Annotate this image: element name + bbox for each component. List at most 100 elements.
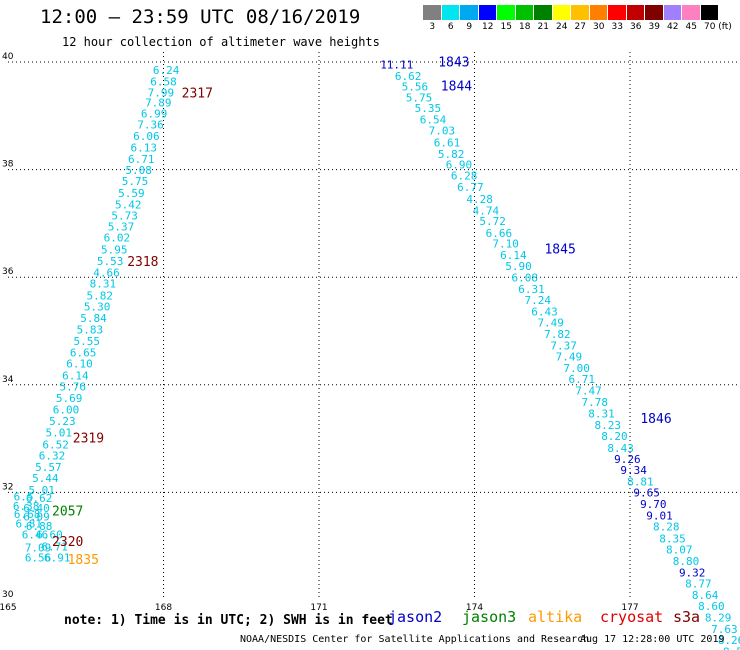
wave-height-label: 6.62 [395, 70, 422, 83]
wave-height-label: 6.06 [133, 130, 160, 143]
wave-height-label: 6.90 [446, 159, 473, 172]
wave-height-label: 6.32 [39, 450, 66, 463]
wave-height-label: 7.37 [550, 339, 577, 352]
wave-height-label: 6.56 [25, 551, 52, 564]
wave-height-label: 6.38 [13, 500, 40, 513]
wave-height-label: 5.83 [77, 324, 104, 337]
lat-tick-label: 30 [2, 590, 14, 600]
wave-height-label: 6.99 [141, 107, 168, 120]
credit-line: NOAA/NESDIS Center for Satellite Applica… [240, 634, 590, 645]
wave-height-label: 6.10 [66, 358, 93, 371]
pass-time-label: 1846 [640, 412, 671, 427]
wave-height-label: 5.73 [111, 210, 138, 223]
pass-time-label: 2317 [182, 87, 213, 102]
wave-height-label: 6.91 [44, 551, 71, 564]
wave-height-label: 8.81 [627, 475, 654, 488]
legend-swatch-21 [534, 5, 553, 20]
wave-height-label: 4.74 [473, 204, 500, 217]
wave-height-label: 7.63 [711, 623, 738, 636]
wave-height-label: 5.37 [108, 220, 135, 233]
wave-height-label: 6.71 [41, 541, 68, 554]
pass-time-label: 1835 [68, 553, 99, 568]
wave-height-label: 9.32 [679, 566, 706, 579]
wave-height-label: 8.43 [607, 442, 634, 455]
wave-height-label: 5.72 [479, 215, 506, 228]
legend-swatch-39 [645, 5, 664, 20]
page-title: 12:00 – 23:59 UTC 08/16/2019 [40, 6, 361, 28]
wave-height-label: 4.66 [93, 267, 120, 280]
wave-height-label: 5.23 [49, 415, 76, 428]
legend-swatch-33 [608, 5, 627, 20]
legend-swatch-42 [663, 5, 682, 20]
wave-height-label: 5.75 [122, 175, 149, 188]
wave-height-label: 6.31 [518, 283, 545, 296]
lat-tick-label: 38 [2, 160, 14, 170]
wave-height-label: 7.10 [492, 238, 519, 251]
legend-swatch-30 [589, 5, 608, 20]
wave-height-label: 6.81 [15, 517, 42, 530]
lon-tick-label: 165 [0, 603, 17, 613]
legend-swatch-12 [478, 5, 497, 20]
legend-label-42: 42 [667, 22, 679, 32]
lon-tick-label: 171 [310, 603, 327, 613]
wave-height-label: 6.14 [500, 249, 527, 262]
legend-label-18: 18 [519, 22, 531, 32]
wave-height-label: 8.28 [653, 521, 680, 534]
legend-label-9: 9 [466, 22, 473, 32]
wave-height-label: 8.26 [718, 634, 740, 647]
wave-height-label: 5.42 [115, 198, 142, 211]
wave-height-label: 6.14 [62, 369, 89, 382]
legend-sat-altika: altika [528, 608, 583, 626]
legend-swatch-70 [700, 5, 719, 20]
wave-height-label: 6.66 [486, 227, 513, 240]
legend-label-6: 6 [447, 22, 454, 32]
wave-height-label: 5.90 [505, 260, 532, 273]
legend-sat-s3a: s3a [673, 608, 701, 626]
wave-height-label: 5.55 [74, 335, 101, 348]
wave-height-label: 4.28 [466, 193, 493, 206]
wave-height-label: 7.82 [544, 328, 571, 341]
lat-tick-label: 40 [2, 52, 14, 62]
legend-swatch-36 [626, 5, 645, 20]
wave-height-label: 8.51 [723, 645, 740, 650]
wave-height-label: 5.53 [97, 255, 124, 268]
page-subtitle: 12 hour collection of altimeter wave hei… [62, 35, 380, 49]
wave-height-label: 6.40 [23, 502, 50, 515]
wave-height-label: 5.01 [46, 426, 73, 439]
legend-label-12: 12 [482, 22, 494, 32]
wave-height-label: 5.08 [125, 164, 152, 177]
wave-height-label: 5.82 [438, 148, 465, 161]
wave-height-label: 8.31 [588, 408, 615, 421]
wave-height-label: 6.08 [512, 272, 539, 285]
wave-height-label: 8.64 [692, 589, 719, 602]
wave-height-label: 6.5 [14, 490, 34, 503]
wave-height-label: 7.24 [524, 294, 551, 307]
pass-time-label: 1844 [441, 80, 472, 95]
pass-time-label: 2057 [52, 505, 83, 520]
legend-sat-jason3: jason3 [462, 608, 517, 626]
wave-height-label: 8.20 [601, 430, 628, 443]
legend-swatch-18 [515, 5, 534, 20]
units-note: note: 1) Time is in UTC; 2) SWH is in fe… [64, 613, 393, 628]
wave-height-label: 7.49 [556, 351, 583, 364]
legend-unit: (ft) [718, 22, 732, 32]
legend-swatch-15 [497, 5, 516, 20]
wave-height-label: 6.09 [23, 510, 50, 523]
legend-label-70: 70 [704, 22, 716, 32]
color-legend-bar [423, 5, 719, 20]
wave-height-label: 6.02 [104, 232, 131, 245]
legend-label-15: 15 [500, 22, 512, 32]
wave-height-label: 5.57 [35, 461, 62, 474]
wave-height-label: 6.13 [131, 141, 158, 154]
legend-label-45: 45 [685, 22, 697, 32]
wave-height-label: 7.99 [148, 86, 175, 99]
wave-height-label: 6.52 [42, 438, 69, 451]
wave-height-label: 6.71 [569, 373, 596, 386]
wave-height-label: 9.70 [640, 498, 667, 511]
wave-height-label: 5.59 [118, 187, 145, 200]
wave-height-label: 6.77 [457, 181, 484, 194]
wave-height-label: 6.46 [22, 529, 49, 542]
wave-height-label: 6.62 [26, 492, 53, 505]
wave-height-label: 6.00 [53, 403, 80, 416]
